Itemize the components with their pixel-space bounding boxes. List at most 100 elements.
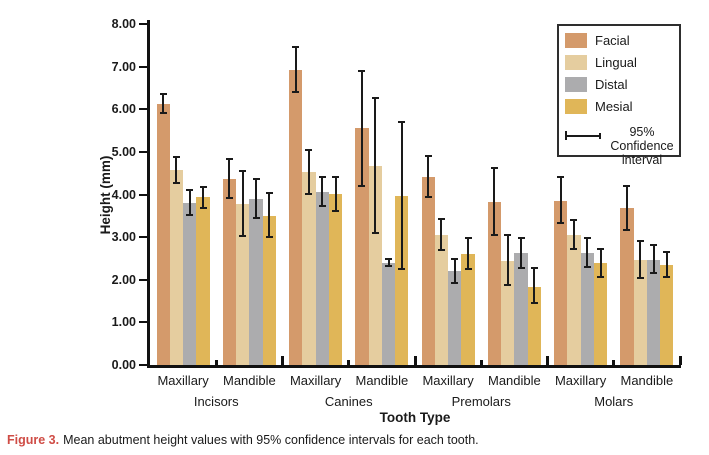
- error-bar: [400, 122, 403, 269]
- error-bar-cap-top: [385, 258, 393, 261]
- error-bar-cap-bottom: [490, 234, 498, 237]
- legend-label-distal: Distal: [595, 77, 628, 92]
- error-bar-icon: [565, 131, 601, 140]
- bar-facial-group4: [355, 128, 369, 365]
- error-bar-cap-top: [623, 184, 631, 187]
- error-bar: [255, 179, 258, 219]
- error-bar-cap-top: [358, 69, 366, 72]
- legend-label-confidence-interval: 95% Confidence interval: [610, 125, 674, 167]
- x-group-label: Maxillary: [289, 373, 342, 388]
- x-axis-tick: [612, 360, 616, 365]
- bar-distal-group3: [315, 191, 329, 365]
- error-bar-cap-bottom: [332, 209, 340, 212]
- legend-label-facial: Facial: [595, 33, 630, 48]
- bar-mesial-group2: [262, 215, 276, 365]
- error-bar-cap-top: [570, 219, 578, 222]
- bar-distal-group2: [249, 198, 263, 365]
- bar-distal-group1: [183, 202, 197, 365]
- error-bar: [533, 267, 536, 304]
- error-bar-cap-bottom: [517, 266, 525, 269]
- bar-distal-group7: [580, 252, 594, 365]
- error-bar-cap-bottom: [305, 192, 313, 195]
- error-bar-cap-bottom: [597, 275, 605, 278]
- bar-distal-group5: [448, 271, 462, 365]
- error-bar-cap-bottom: [451, 282, 459, 285]
- legend-swatch-lingual: [565, 55, 587, 70]
- y-axis-tick: [139, 23, 147, 25]
- error-bar: [467, 238, 470, 270]
- legend-label-lingual: Lingual: [595, 55, 637, 70]
- bar-facial-group8: [620, 208, 634, 365]
- error-bar: [493, 167, 496, 236]
- error-bar-cap-top: [292, 46, 300, 49]
- bar-lingual-group3: [302, 171, 316, 365]
- error-bar: [202, 186, 205, 209]
- error-bar: [334, 176, 337, 211]
- error-bar-cap-top: [199, 185, 207, 188]
- y-axis-tick: [139, 278, 147, 281]
- bar-mesial-group1: [196, 197, 210, 365]
- x-axis-tick: [413, 356, 417, 365]
- error-bar-cap-top: [517, 236, 525, 239]
- error-bar-cap-bottom: [159, 111, 167, 114]
- error-bar-cap-bottom: [186, 213, 194, 216]
- bar-facial-group7: [554, 200, 568, 365]
- error-bar-cap-top: [332, 175, 340, 178]
- bar-distal-group4: [381, 262, 396, 365]
- bar-mesial-group4: [395, 196, 409, 365]
- bar-facial-group2: [222, 179, 237, 365]
- error-bar-cap-top: [650, 243, 658, 246]
- legend-label-mesial: Mesial: [595, 99, 633, 114]
- y-axis-tick: [139, 364, 147, 366]
- x-axis-tick: [479, 360, 483, 365]
- error-bar: [453, 258, 456, 284]
- error-bar-cap-top: [371, 97, 379, 100]
- bar-mesial-group7: [593, 263, 608, 365]
- error-bar-cap-bottom: [318, 204, 326, 207]
- y-axis-tick: [139, 321, 147, 324]
- error-bar: [321, 177, 324, 206]
- error-bar-cap-top: [583, 236, 591, 239]
- x-axis-title: Tooth Type: [379, 410, 451, 425]
- y-axis-tick-label: 6.00: [111, 102, 136, 117]
- error-bar-cap-bottom: [199, 207, 207, 210]
- error-bar-cap-bottom: [623, 228, 631, 231]
- error-bar-cap-top: [318, 176, 326, 179]
- error-bar: [572, 220, 575, 250]
- bar-mesial-group8: [660, 264, 674, 365]
- error-bar: [599, 249, 602, 277]
- error-bar: [268, 193, 271, 237]
- error-bar-cap-top: [252, 178, 260, 181]
- figure-caption: Figure 3. Mean abutment height values wit…: [7, 432, 479, 448]
- error-bar-cap-bottom: [385, 264, 393, 267]
- x-group-label: Maxillary: [422, 373, 474, 388]
- bar-facial-group6: [487, 201, 502, 365]
- error-bar: [427, 156, 430, 197]
- bar-lingual-group7: [567, 234, 581, 365]
- x-axis-line: [147, 365, 681, 368]
- bar-mesial-group6: [527, 286, 541, 365]
- error-bar-cap-bottom: [650, 271, 658, 274]
- error-bar: [559, 177, 562, 224]
- bar-lingual-group1: [169, 170, 184, 365]
- bar-lingual-group4: [368, 165, 382, 365]
- figure-caption-text: Mean abutment height values with 95% con…: [63, 433, 479, 447]
- bar-distal-group8: [646, 259, 661, 365]
- error-bar: [652, 244, 655, 273]
- legend-item-lingual: Lingual: [565, 55, 679, 70]
- bar-distal-group6: [514, 253, 528, 365]
- figure-caption-label: Figure 3.: [7, 433, 60, 447]
- x-group-label: Mandible: [222, 373, 276, 388]
- error-bar-cap-top: [597, 248, 605, 251]
- legend-item-distal: Distal: [565, 77, 679, 92]
- bar-lingual-group6: [501, 260, 515, 365]
- y-axis-tick: [139, 236, 147, 239]
- error-bar: [506, 234, 509, 286]
- error-bar-cap-top: [186, 189, 194, 192]
- error-bar-cap-top: [557, 176, 565, 179]
- legend-item-confidence-interval: 95% Confidence interval: [565, 125, 679, 167]
- y-axis-tick-label: 3.00: [111, 230, 136, 245]
- error-bar: [228, 159, 231, 198]
- error-bar: [307, 149, 310, 194]
- error-bar-cap-top: [530, 266, 538, 269]
